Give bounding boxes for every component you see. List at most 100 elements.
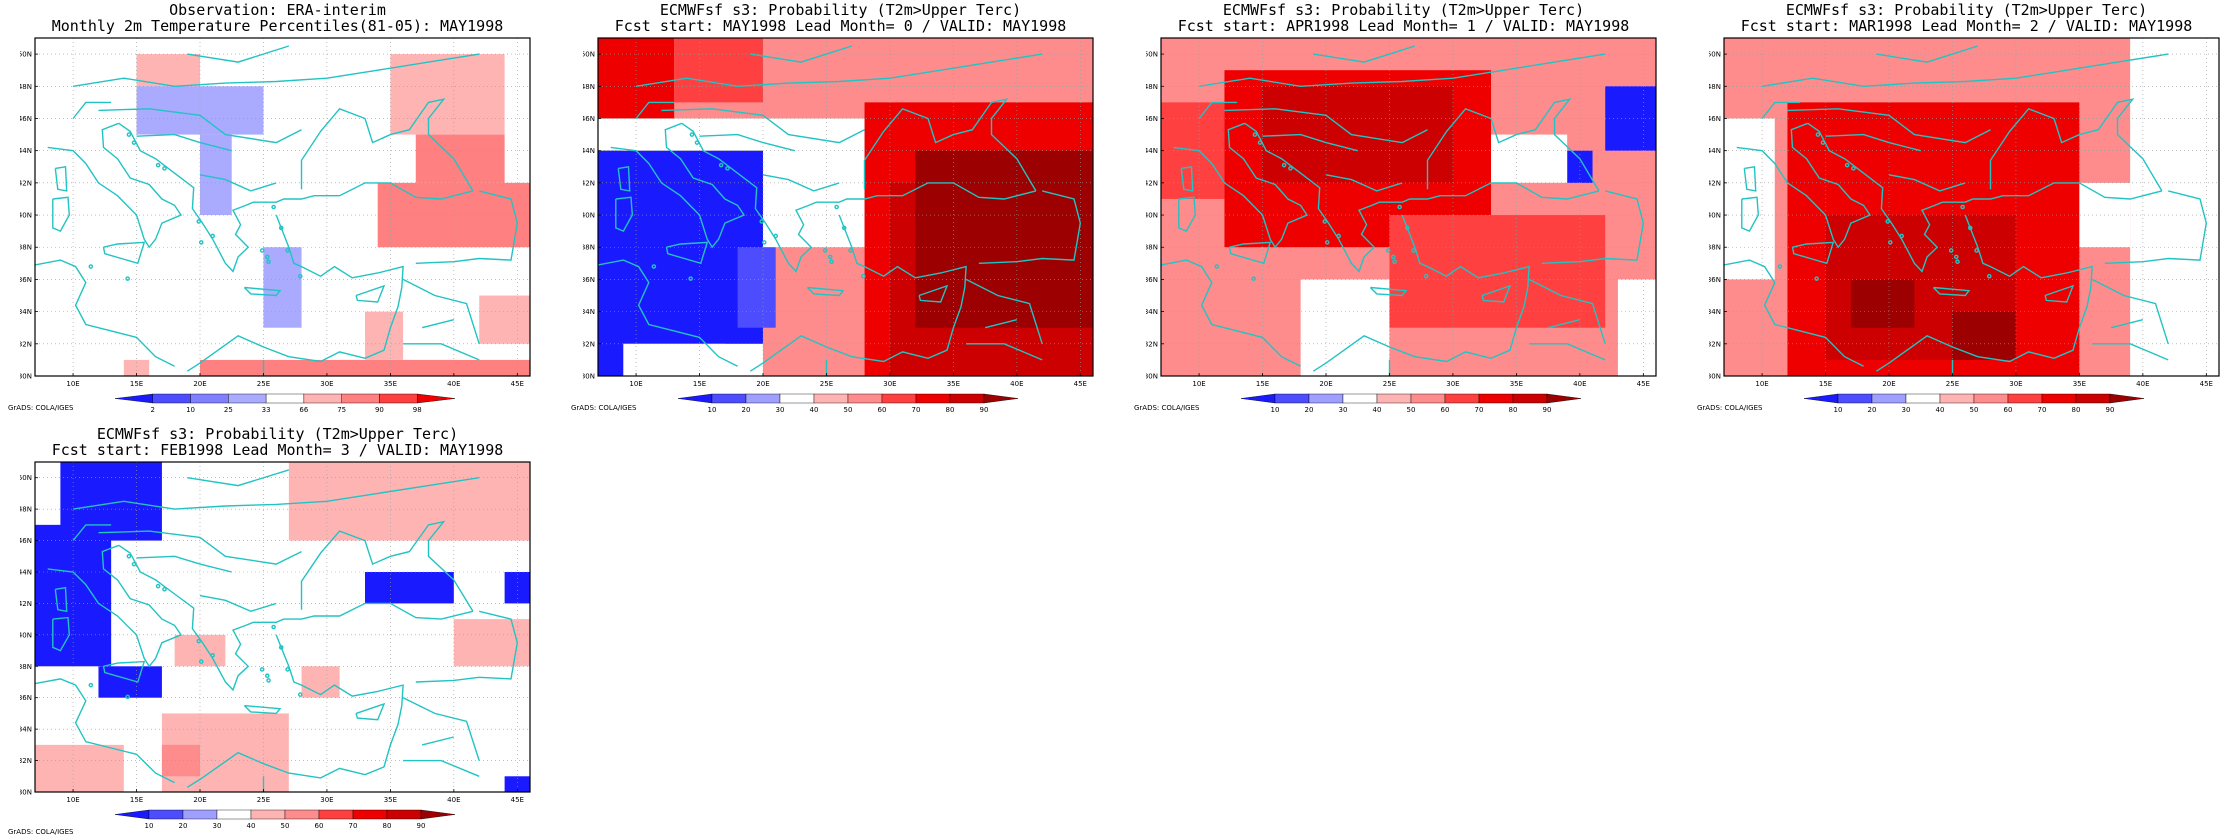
island (196, 638, 202, 644)
shaded-cell (504, 776, 530, 792)
colorbar-label: 20 (179, 822, 188, 830)
island (297, 692, 303, 697)
colorbar-label: 50 (1407, 406, 1416, 414)
lat-tick-label: 50N (583, 51, 595, 59)
lat-tick-label: 32N (1146, 340, 1158, 348)
coastline (665, 241, 709, 265)
island (1257, 140, 1263, 145)
lon-tick-label: 25E (257, 796, 270, 804)
lon-tick-label: 40E (1573, 380, 1586, 388)
grid-lines (35, 462, 530, 792)
island (198, 659, 204, 664)
island (285, 667, 290, 672)
colorbar-label: 33 (262, 406, 271, 414)
colorbar-label: 70 (349, 822, 358, 830)
coastline (1807, 122, 2163, 273)
panel-title-line1: ECMWFsf s3: Probability (T2m>Upper Terc) (1785, 1, 2148, 19)
grid-lines (35, 38, 530, 376)
coastline (965, 278, 1043, 345)
colorbar-label: 50 (281, 822, 290, 830)
island (1252, 132, 1258, 137)
lat-tick-label: 30N (583, 373, 595, 381)
colorbar-label: 90 (375, 406, 384, 414)
colorbar-segment (284, 809, 320, 820)
coastline (72, 53, 480, 88)
coastline (52, 616, 71, 652)
colorbar-segment (1342, 393, 1378, 404)
colorbar-label: 25 (224, 406, 233, 414)
lon-tick-label: 20E (1319, 380, 1332, 388)
lat-tick-label: 34N (20, 308, 32, 316)
lat-tick-label: 38N (20, 663, 32, 671)
shaded-cell (161, 744, 200, 777)
lat-tick-label: 38N (583, 244, 595, 252)
shaded-cell (200, 134, 232, 216)
shaded-cell (1605, 86, 1656, 151)
island (126, 132, 132, 137)
island (259, 248, 265, 253)
shaded-cell (365, 311, 404, 360)
lon-tick-label: 45E (1074, 380, 1087, 388)
lat-tick-label: 50N (1146, 51, 1158, 59)
colorbar-label: 80 (946, 406, 955, 414)
colorbar-label: 40 (247, 822, 256, 830)
panel-title-line1: ECMWFsf s3: Probability (T2m>Upper Terc) (1222, 1, 1585, 19)
island (1214, 264, 1220, 269)
coastline (1528, 278, 1606, 345)
island (162, 166, 167, 171)
shaded-cell (98, 666, 162, 698)
colorbar-segment (318, 809, 354, 820)
coastline (1876, 45, 1979, 63)
island (198, 240, 204, 245)
lat-tick-label: 44N (1709, 147, 1721, 155)
coastline (1541, 190, 1645, 264)
colorbar-segment (813, 393, 849, 404)
lat-tick-label: 38N (1146, 244, 1158, 252)
coastline (1262, 133, 1358, 152)
colorbar-segment (1546, 393, 1582, 404)
colorbar-segment (2109, 393, 2145, 404)
lat-tick-label: 46N (1146, 115, 1158, 123)
island (1955, 259, 1960, 265)
colorbar-segment (114, 809, 150, 820)
shaded-cell (123, 359, 150, 376)
island (1820, 140, 1826, 145)
panel-lead0: ECMWFsf s3: Probability (T2m>Upper Terc)… (571, 0, 1098, 420)
island (1336, 233, 1341, 239)
coastline (1426, 98, 1600, 192)
coastline (617, 165, 631, 192)
lon-tick-label: 10E (66, 380, 79, 388)
coastline (52, 196, 71, 232)
lon-tick-label: 10E (66, 796, 79, 804)
coastline (1180, 165, 1194, 192)
panel-lead3: ECMWFsf s3: Probability (T2m>Upper Terc)… (8, 424, 535, 840)
colorbar-segment (711, 393, 747, 404)
coastline (1761, 53, 2169, 88)
lat-tick-label: 50N (20, 51, 32, 59)
lon-tick-label: 25E (257, 380, 270, 388)
lon-tick-label: 15E (130, 796, 143, 804)
coastline (2104, 190, 2208, 264)
coastline (918, 284, 949, 303)
shaded-cell (1491, 134, 1568, 183)
island (1385, 248, 1391, 253)
coastline (136, 133, 232, 152)
island (860, 273, 866, 279)
lat-tick-label: 42N (1146, 179, 1158, 187)
island (1967, 225, 1973, 231)
colorbar-label: 70 (2038, 406, 2047, 414)
grads-credit: GrADS: COLA/IGES (8, 404, 74, 412)
colorbar-segment (1871, 393, 1907, 404)
coastline (863, 98, 1037, 192)
coastline (635, 53, 1043, 88)
lon-tick-label: 35E (384, 380, 397, 388)
lat-tick-label: 40N (1146, 212, 1158, 220)
coastline (2110, 319, 2143, 329)
colorbar-label: 10 (186, 406, 195, 414)
island (761, 240, 767, 245)
shading-layer (1724, 38, 2219, 376)
colorbar-segment (1274, 393, 1310, 404)
coastline (1198, 101, 1238, 119)
colorbar-label: 60 (878, 406, 887, 414)
island (125, 694, 130, 700)
